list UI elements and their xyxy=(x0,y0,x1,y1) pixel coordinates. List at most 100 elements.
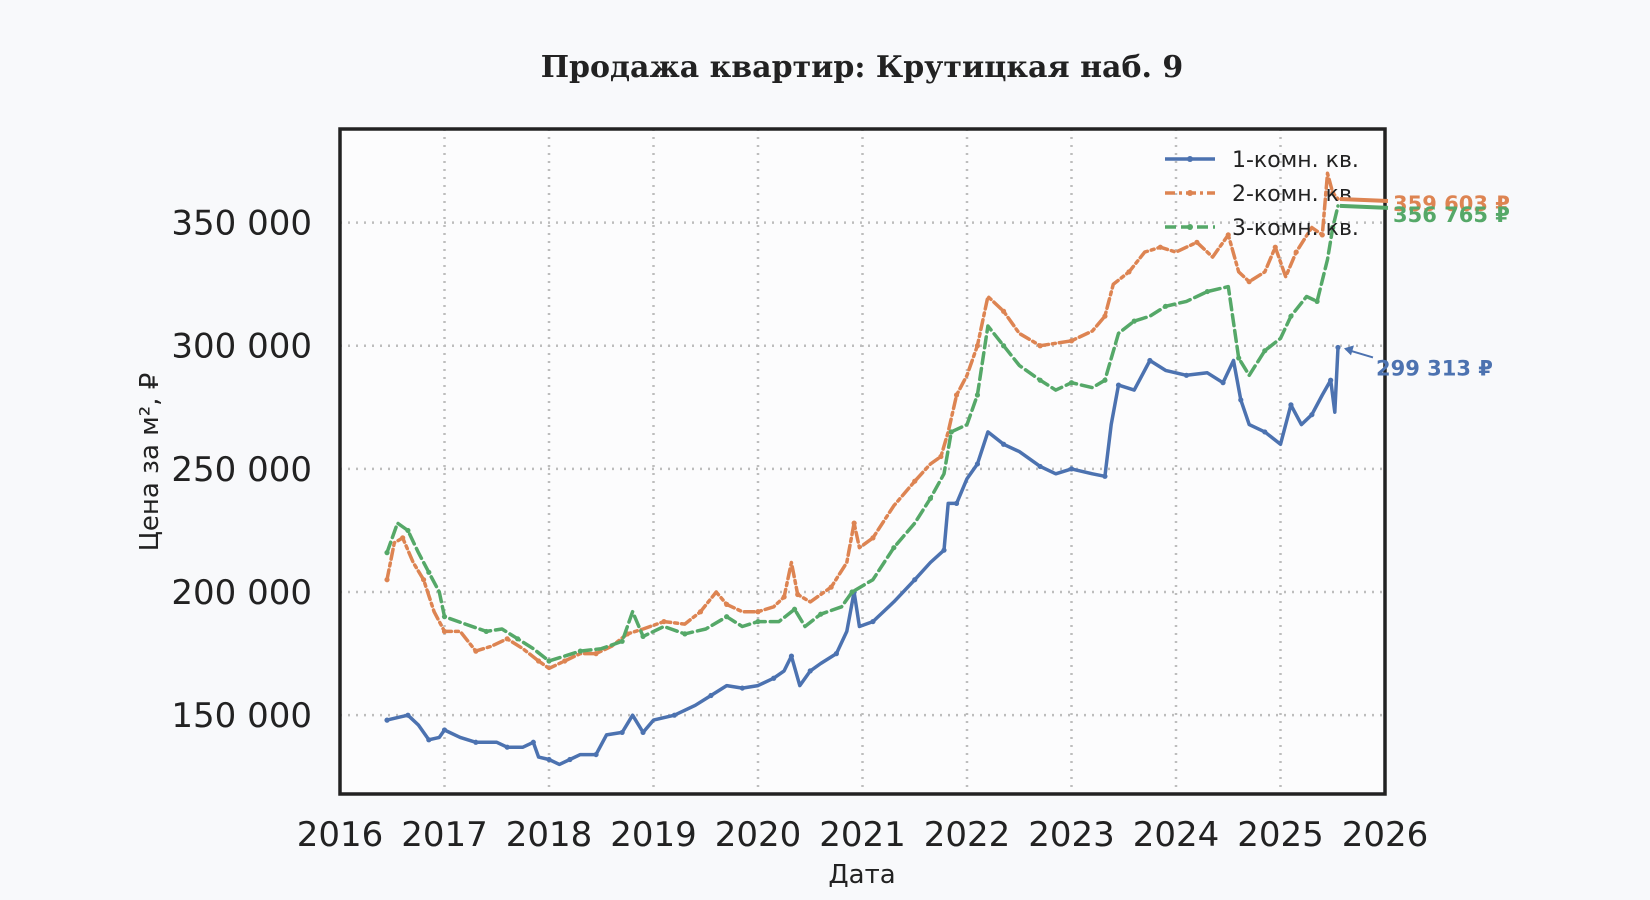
y-tick-label: 300 000 xyxy=(171,327,312,367)
series-point-3 xyxy=(1131,318,1137,324)
series-point-2 xyxy=(870,535,876,541)
series-point-3 xyxy=(441,614,448,620)
x-tick-label: 2023 xyxy=(1028,815,1115,855)
series-point-2 xyxy=(593,651,599,657)
series-point-2 xyxy=(697,609,704,615)
x-tick-label: 2018 xyxy=(506,815,593,855)
series-point-1 xyxy=(619,729,625,736)
x-tick-label: 2016 xyxy=(297,815,384,855)
series-point-3 xyxy=(384,550,390,556)
series-point-1 xyxy=(771,675,777,681)
series-point-3 xyxy=(1162,303,1169,309)
series-point-3 xyxy=(927,495,934,502)
y-tick-label: 250 000 xyxy=(171,450,312,490)
end-labels: 299 313 ₽ 359 603 ₽356 765 ₽ xyxy=(1339,192,1510,380)
series-point-2 xyxy=(562,658,568,664)
y-axis-ticks: 150 000 200 000 250 000 300 000 350 000 xyxy=(171,204,312,737)
end-label-arrowhead-1 xyxy=(1343,345,1354,356)
series-point-3 xyxy=(849,589,855,595)
series-point-3 xyxy=(546,658,552,664)
x-tick-label: 2020 xyxy=(715,815,802,855)
series-point-3 xyxy=(891,545,897,551)
series-point-2 xyxy=(1246,279,1252,285)
series-point-1 xyxy=(1309,412,1315,418)
series-point-2 xyxy=(421,577,427,583)
series-point-2 xyxy=(535,658,542,664)
series-point-1 xyxy=(1000,441,1007,447)
series-point-1 xyxy=(912,577,918,583)
series-point-1 xyxy=(1115,382,1122,388)
x-tick-label: 2021 xyxy=(819,815,906,855)
series-point-1 xyxy=(671,712,678,718)
x-tick-label: 2022 xyxy=(924,815,1011,855)
series-point-3 xyxy=(974,392,981,398)
series-point-3 xyxy=(724,614,730,620)
series-point-1 xyxy=(1288,402,1294,408)
series-point-3 xyxy=(1288,313,1294,319)
series-point-1 xyxy=(504,744,510,750)
series-point-3 xyxy=(818,611,824,617)
series-line-3 xyxy=(385,204,1340,663)
x-axis-ticks: 2016 2017 2018 2019 2020 2021 2022 2023 2024 2025… xyxy=(297,815,1429,855)
x-tick-label: 2026 xyxy=(1342,815,1429,855)
series-point-2 xyxy=(1330,190,1336,196)
plot-frame xyxy=(338,127,1387,796)
legend-marker-2 xyxy=(1187,190,1193,196)
legend-marker-1 xyxy=(1187,156,1193,162)
series-point-1 xyxy=(1220,380,1226,386)
end-label-leader-2 xyxy=(1339,196,1389,203)
series-point-1 xyxy=(739,685,745,691)
series-point-3 xyxy=(619,638,625,644)
legend-marker-3 xyxy=(1187,224,1193,230)
series-point-1 xyxy=(1037,463,1043,470)
series-point-3 xyxy=(1330,224,1336,231)
series-line-2 xyxy=(385,171,1340,671)
series-point-3 xyxy=(682,631,688,637)
series-point-2 xyxy=(851,520,857,526)
series-point-3 xyxy=(1068,380,1075,386)
series-point-1 xyxy=(870,618,876,625)
series-point-1 xyxy=(941,547,947,553)
series-point-3 xyxy=(755,618,761,625)
series-point-3 xyxy=(1314,298,1320,305)
chart-title: Продажа квартир: Крутицкая наб. 9 xyxy=(541,50,1184,85)
x-tick-label: 2017 xyxy=(401,815,488,855)
series-point-3 xyxy=(577,648,583,654)
y-axis-label: Цена за м², ₽ xyxy=(135,373,165,552)
series-point-1 xyxy=(405,712,411,718)
series-point-1 xyxy=(473,739,479,745)
legend-label-2: 2-комн. кв. xyxy=(1232,182,1359,207)
series-point-2 xyxy=(1293,249,1299,255)
series-point-2 xyxy=(1037,343,1043,349)
end-label-1: 299 313 ₽ xyxy=(1376,356,1493,380)
series-point-3 xyxy=(1236,355,1242,361)
series-point-1 xyxy=(1335,344,1341,351)
series-point-2 xyxy=(755,609,761,615)
series-point-2 xyxy=(938,453,944,460)
series-point-2 xyxy=(1225,232,1231,238)
series-point-2 xyxy=(828,584,834,590)
series-point-3 xyxy=(791,606,798,612)
series-point-1 xyxy=(567,756,573,763)
series-point-1 xyxy=(1238,397,1244,403)
series-point-3 xyxy=(1204,288,1210,295)
series-point-2 xyxy=(795,591,801,598)
x-tick-label: 2019 xyxy=(610,815,697,855)
end-label-leader-3 xyxy=(1339,203,1389,210)
series-point-2 xyxy=(1102,313,1108,319)
series-point-2 xyxy=(724,601,730,607)
series-point-1 xyxy=(1068,466,1075,472)
series-point-3 xyxy=(948,429,954,435)
series-point-3 xyxy=(426,569,432,575)
series-point-1 xyxy=(1262,429,1268,435)
series-point-1 xyxy=(546,756,552,763)
series-point-1 xyxy=(1102,473,1108,479)
series-point-3 xyxy=(640,633,646,639)
series-point-2 xyxy=(1272,244,1278,250)
series-point-2 xyxy=(441,628,448,635)
series-point-2 xyxy=(661,618,667,625)
series-point-1 xyxy=(1147,357,1153,364)
series-point-2 xyxy=(1319,232,1325,238)
series-point-3 xyxy=(1037,377,1043,383)
